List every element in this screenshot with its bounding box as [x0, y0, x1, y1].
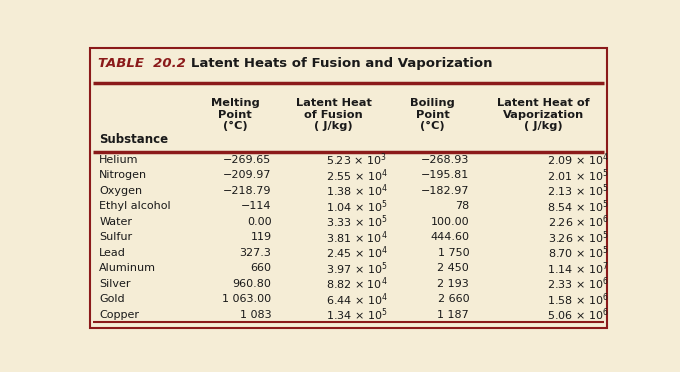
Text: 0.00: 0.00	[247, 217, 271, 227]
Text: Gold: Gold	[99, 294, 125, 304]
Text: 2.13 × 10$^{5}$: 2.13 × 10$^{5}$	[547, 183, 609, 199]
Text: 3.97 × 10$^{5}$: 3.97 × 10$^{5}$	[326, 260, 388, 276]
Text: −182.97: −182.97	[421, 186, 469, 196]
Text: 1.04 × 10$^{5}$: 1.04 × 10$^{5}$	[326, 198, 388, 215]
Text: Latent Heats of Fusion and Vaporization: Latent Heats of Fusion and Vaporization	[177, 57, 493, 70]
Text: Aluminum: Aluminum	[99, 263, 156, 273]
Text: Copper: Copper	[99, 310, 139, 320]
Text: −209.97: −209.97	[223, 170, 271, 180]
Text: 327.3: 327.3	[239, 248, 271, 258]
Text: 2.01 × 10$^{5}$: 2.01 × 10$^{5}$	[547, 167, 609, 184]
Text: 100.00: 100.00	[430, 217, 469, 227]
Text: −268.93: −268.93	[421, 155, 469, 165]
Text: 8.70 × 10$^{5}$: 8.70 × 10$^{5}$	[548, 244, 609, 261]
Text: 1 187: 1 187	[437, 310, 469, 320]
Text: 1 063.00: 1 063.00	[222, 294, 271, 304]
Text: 2.33 × 10$^{6}$: 2.33 × 10$^{6}$	[547, 275, 609, 292]
Text: 2 450: 2 450	[437, 263, 469, 273]
Text: 660: 660	[250, 263, 271, 273]
Text: Lead: Lead	[99, 248, 126, 258]
Text: Helium: Helium	[99, 155, 139, 165]
Text: 5.23 × 10$^{3}$: 5.23 × 10$^{3}$	[326, 151, 388, 168]
Text: Substance: Substance	[99, 133, 169, 146]
Text: 1.58 × 10$^{6}$: 1.58 × 10$^{6}$	[547, 291, 609, 308]
Text: −269.65: −269.65	[223, 155, 271, 165]
Text: Nitrogen: Nitrogen	[99, 170, 148, 180]
Text: 960.80: 960.80	[233, 279, 271, 289]
Text: 2 660: 2 660	[437, 294, 469, 304]
Text: 3.81 × 10$^{4}$: 3.81 × 10$^{4}$	[326, 229, 388, 246]
Text: 1.38 × 10$^{4}$: 1.38 × 10$^{4}$	[326, 183, 388, 199]
Text: Melting
Point
(°C): Melting Point (°C)	[211, 98, 259, 131]
Text: 1.34 × 10$^{5}$: 1.34 × 10$^{5}$	[326, 307, 388, 323]
Text: 444.60: 444.60	[430, 232, 469, 242]
Text: 78: 78	[455, 201, 469, 211]
FancyBboxPatch shape	[90, 48, 607, 328]
Text: −114: −114	[241, 201, 271, 211]
Text: 3.33 × 10$^{5}$: 3.33 × 10$^{5}$	[326, 214, 388, 230]
Text: 1.14 × 10$^{7}$: 1.14 × 10$^{7}$	[547, 260, 609, 276]
Text: Silver: Silver	[99, 279, 131, 289]
Text: Oxygen: Oxygen	[99, 186, 142, 196]
Text: 2.55 × 10$^{4}$: 2.55 × 10$^{4}$	[326, 167, 388, 184]
Text: 1 083: 1 083	[240, 310, 271, 320]
Text: 5.06 × 10$^{6}$: 5.06 × 10$^{6}$	[547, 307, 609, 323]
Text: 2 193: 2 193	[437, 279, 469, 289]
Text: 119: 119	[250, 232, 271, 242]
Text: 2.26 × 10$^{6}$: 2.26 × 10$^{6}$	[547, 214, 609, 230]
Text: Boiling
Point
(°C): Boiling Point (°C)	[410, 98, 455, 131]
Text: 1 750: 1 750	[437, 248, 469, 258]
Text: 3.26 × 10$^{5}$: 3.26 × 10$^{5}$	[548, 229, 609, 246]
Text: Sulfur: Sulfur	[99, 232, 133, 242]
Text: Latent Heat of
Vaporization
( J/kg): Latent Heat of Vaporization ( J/kg)	[497, 98, 590, 131]
Text: 8.82 × 10$^{4}$: 8.82 × 10$^{4}$	[326, 275, 388, 292]
Text: TABLE  20.2: TABLE 20.2	[98, 57, 186, 70]
Text: 6.44 × 10$^{4}$: 6.44 × 10$^{4}$	[326, 291, 388, 308]
Text: −218.79: −218.79	[223, 186, 271, 196]
Text: −195.81: −195.81	[421, 170, 469, 180]
Text: Water: Water	[99, 217, 132, 227]
Text: 2.45 × 10$^{4}$: 2.45 × 10$^{4}$	[326, 244, 388, 261]
Text: Ethyl alcohol: Ethyl alcohol	[99, 201, 171, 211]
Text: 2.09 × 10$^{4}$: 2.09 × 10$^{4}$	[547, 151, 609, 168]
Text: 8.54 × 10$^{5}$: 8.54 × 10$^{5}$	[547, 198, 609, 215]
Text: Latent Heat
of Fusion
( J/kg): Latent Heat of Fusion ( J/kg)	[296, 98, 372, 131]
